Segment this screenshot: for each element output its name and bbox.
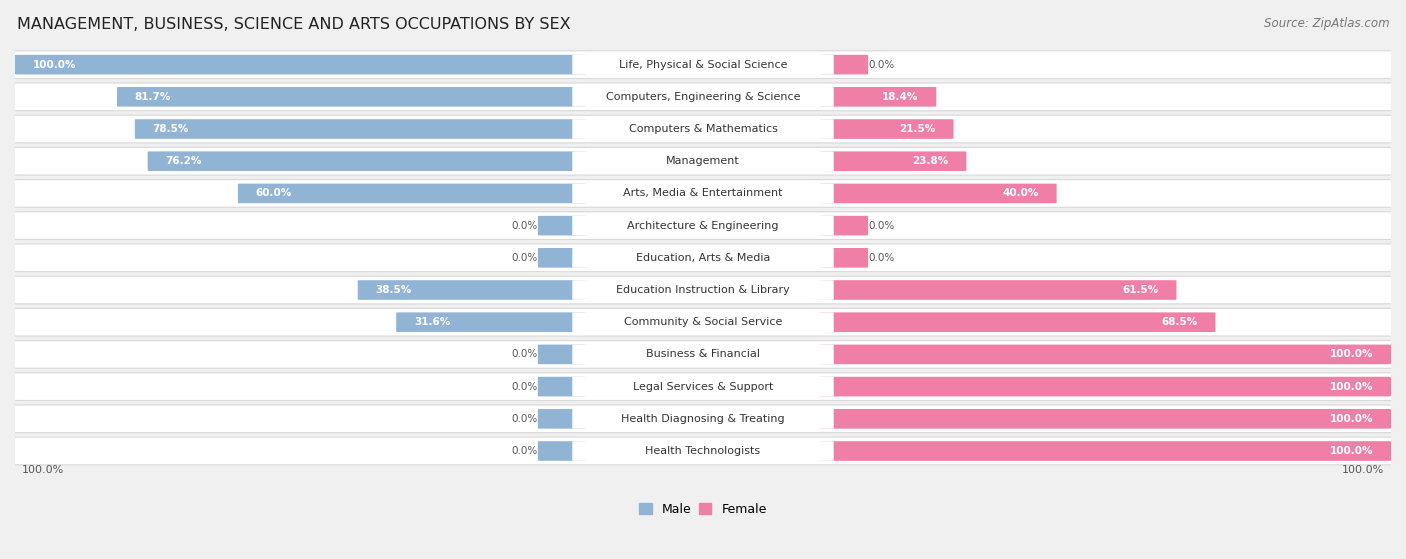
Text: Education Instruction & Library: Education Instruction & Library [616,285,790,295]
FancyBboxPatch shape [572,55,834,74]
FancyBboxPatch shape [572,312,834,332]
FancyBboxPatch shape [572,216,834,235]
FancyBboxPatch shape [148,151,586,171]
Text: Source: ZipAtlas.com: Source: ZipAtlas.com [1264,17,1389,30]
FancyBboxPatch shape [572,248,834,268]
FancyBboxPatch shape [538,441,586,461]
Text: 100.0%: 100.0% [1330,349,1374,359]
Text: 76.2%: 76.2% [166,156,202,166]
Text: 100.0%: 100.0% [1341,465,1384,475]
Text: Community & Social Service: Community & Social Service [624,317,782,327]
Text: 81.7%: 81.7% [135,92,172,102]
FancyBboxPatch shape [820,344,1391,364]
FancyBboxPatch shape [538,377,586,396]
FancyBboxPatch shape [8,309,1398,336]
FancyBboxPatch shape [135,119,586,139]
Text: Health Technologists: Health Technologists [645,446,761,456]
FancyBboxPatch shape [572,409,834,429]
Text: MANAGEMENT, BUSINESS, SCIENCE AND ARTS OCCUPATIONS BY SEX: MANAGEMENT, BUSINESS, SCIENCE AND ARTS O… [17,17,571,32]
Text: 100.0%: 100.0% [1330,446,1374,456]
Text: 100.0%: 100.0% [32,60,76,70]
FancyBboxPatch shape [572,280,834,300]
FancyBboxPatch shape [8,179,1398,207]
Legend: Male, Female: Male, Female [634,498,772,521]
Text: 0.0%: 0.0% [512,382,538,392]
Text: 100.0%: 100.0% [1330,382,1374,392]
Text: 60.0%: 60.0% [256,188,292,198]
FancyBboxPatch shape [8,340,1398,368]
Text: Life, Physical & Social Science: Life, Physical & Social Science [619,60,787,70]
Text: 0.0%: 0.0% [512,221,538,231]
FancyBboxPatch shape [117,87,586,107]
FancyBboxPatch shape [538,248,586,268]
Text: 0.0%: 0.0% [512,414,538,424]
Text: 40.0%: 40.0% [1002,188,1039,198]
Text: Management: Management [666,156,740,166]
Text: Education, Arts & Media: Education, Arts & Media [636,253,770,263]
FancyBboxPatch shape [820,119,953,139]
Text: Architecture & Engineering: Architecture & Engineering [627,221,779,231]
FancyBboxPatch shape [572,377,834,396]
FancyBboxPatch shape [572,441,834,461]
FancyBboxPatch shape [820,441,1391,461]
FancyBboxPatch shape [820,183,1057,203]
Text: 0.0%: 0.0% [868,253,894,263]
Text: 100.0%: 100.0% [22,465,65,475]
FancyBboxPatch shape [820,151,966,171]
FancyBboxPatch shape [572,183,834,203]
Text: Arts, Media & Entertainment: Arts, Media & Entertainment [623,188,783,198]
Text: 68.5%: 68.5% [1161,317,1198,327]
FancyBboxPatch shape [8,148,1398,175]
Text: 0.0%: 0.0% [512,446,538,456]
FancyBboxPatch shape [820,216,868,235]
FancyBboxPatch shape [820,409,1391,429]
FancyBboxPatch shape [8,437,1398,465]
FancyBboxPatch shape [396,312,586,332]
Text: Legal Services & Support: Legal Services & Support [633,382,773,392]
FancyBboxPatch shape [538,216,586,235]
FancyBboxPatch shape [820,312,1215,332]
Text: 18.4%: 18.4% [882,92,918,102]
FancyBboxPatch shape [820,280,1177,300]
FancyBboxPatch shape [8,212,1398,239]
Text: 38.5%: 38.5% [375,285,412,295]
FancyBboxPatch shape [820,55,868,74]
FancyBboxPatch shape [8,244,1398,272]
Text: 100.0%: 100.0% [1330,414,1374,424]
FancyBboxPatch shape [357,280,586,300]
FancyBboxPatch shape [820,377,1391,396]
FancyBboxPatch shape [572,344,834,364]
Text: 0.0%: 0.0% [868,221,894,231]
FancyBboxPatch shape [8,373,1398,400]
Text: 21.5%: 21.5% [900,124,935,134]
FancyBboxPatch shape [820,87,936,107]
FancyBboxPatch shape [8,276,1398,304]
FancyBboxPatch shape [572,119,834,139]
FancyBboxPatch shape [538,344,586,364]
Text: 78.5%: 78.5% [153,124,188,134]
Text: Computers, Engineering & Science: Computers, Engineering & Science [606,92,800,102]
FancyBboxPatch shape [820,248,868,268]
FancyBboxPatch shape [8,115,1398,143]
Text: 61.5%: 61.5% [1122,285,1159,295]
FancyBboxPatch shape [572,87,834,107]
Text: Business & Financial: Business & Financial [645,349,761,359]
Text: 23.8%: 23.8% [912,156,949,166]
FancyBboxPatch shape [572,151,834,171]
FancyBboxPatch shape [15,55,586,74]
Text: Computers & Mathematics: Computers & Mathematics [628,124,778,134]
Text: 31.6%: 31.6% [415,317,450,327]
FancyBboxPatch shape [8,51,1398,78]
Text: 0.0%: 0.0% [868,60,894,70]
FancyBboxPatch shape [538,409,586,429]
Text: 0.0%: 0.0% [512,349,538,359]
Text: Health Diagnosing & Treating: Health Diagnosing & Treating [621,414,785,424]
FancyBboxPatch shape [238,183,586,203]
FancyBboxPatch shape [8,83,1398,111]
Text: 0.0%: 0.0% [512,253,538,263]
FancyBboxPatch shape [8,405,1398,433]
